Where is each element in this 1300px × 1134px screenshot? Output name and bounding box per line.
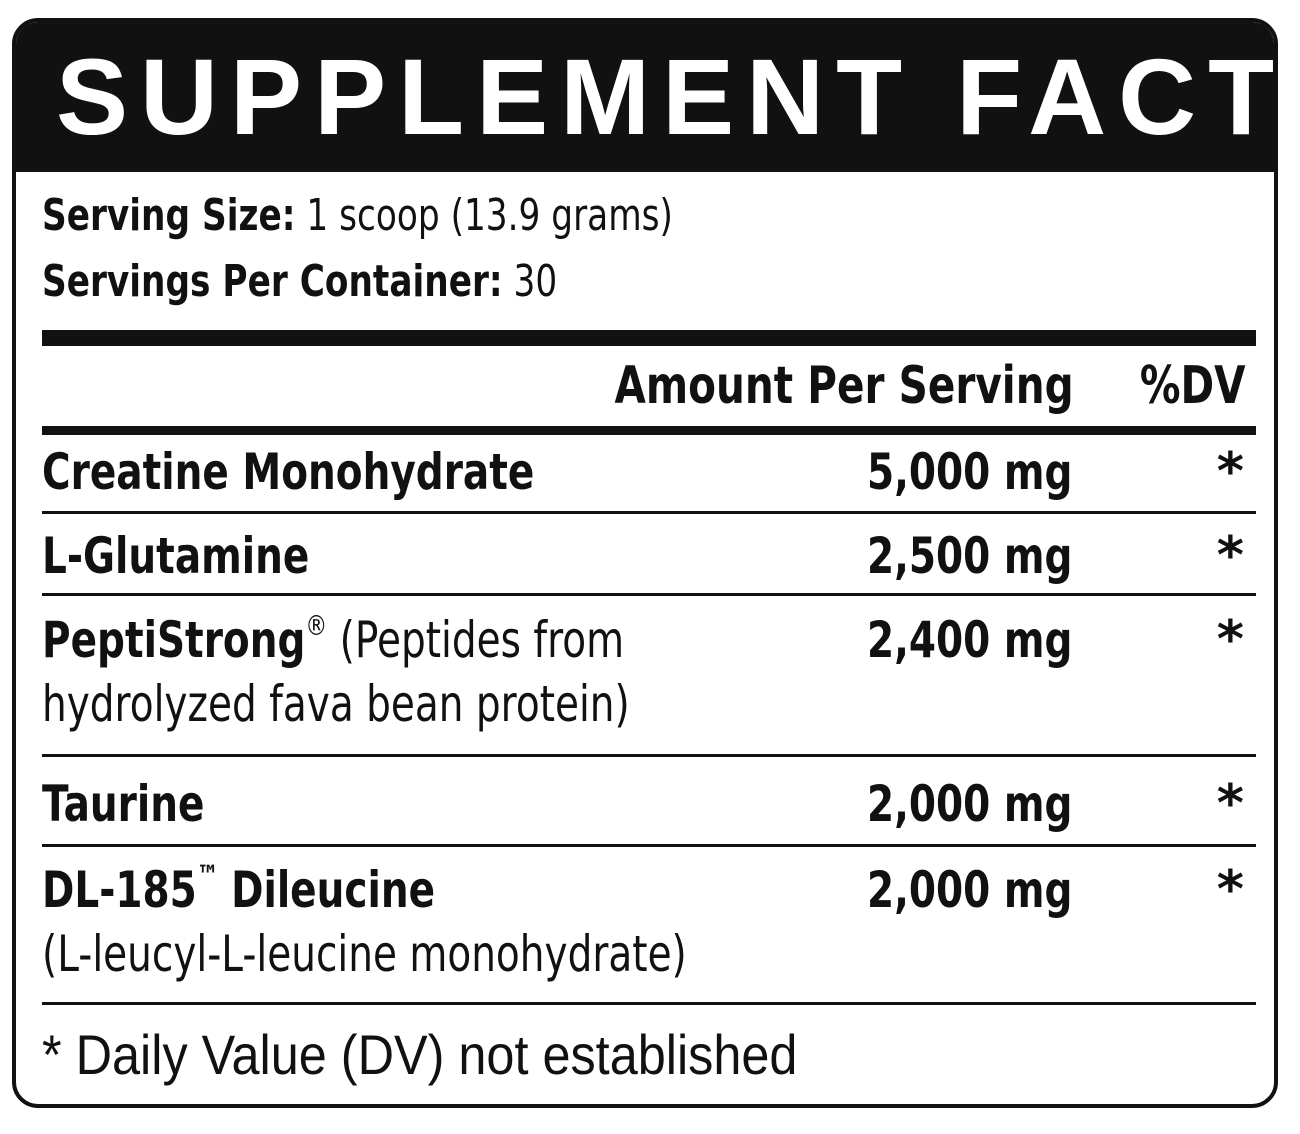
ingredient-dv-taurine: * [1216,774,1244,834]
thick-divider-top [42,330,1256,346]
registered-mark: ® [305,609,328,642]
ingredient-amount-taurine: 2,000 mg [866,775,1072,833]
daily-value-footnote: * Daily Value (DV) not established [42,1023,798,1086]
row-divider [42,511,1256,514]
trademark-mark: ™ [196,859,219,892]
row-divider [42,844,1256,847]
ingredient-name-dl-185-dileucine: DL-185™ Dileucine (L-leucyl-L-leucine mo… [42,859,687,983]
row-divider [42,754,1256,757]
ingredient-dv-l-glutamine: * [1216,526,1244,586]
ingredient-name-l-glutamine: L-Glutamine [42,527,310,585]
daily-value-header: %DV [1140,356,1246,416]
ingredient-amount-l-glutamine: 2,500 mg [866,527,1072,585]
serving-size-value: 1 scoop (13.9 grams) [306,190,673,241]
serving-size-line: Serving Size: 1 scoop (13.9 grams) [42,190,673,241]
row-divider [42,593,1256,596]
supplement-facts-title: SUPPLEMENT FACTS [16,22,1274,172]
ingredient-name-taurine: Taurine [42,775,205,833]
ingredient-name-peptistrong: PeptiStrong® (Peptides from hydrolyzed f… [42,609,630,733]
ingredient-name-creatine: Creatine Monohydrate [42,443,535,501]
header-divider [42,426,1256,435]
ingredient-dv-peptistrong: * [1216,610,1244,670]
supplement-facts-panel: SUPPLEMENT FACTS Serving Size: 1 scoop (… [12,18,1278,1108]
ingredient-amount-creatine: 5,000 mg [866,443,1072,501]
ingredient-amount-peptistrong: 2,400 mg [866,611,1072,669]
row-divider [42,1002,1256,1005]
servings-per-container-label: Servings Per Container: [42,256,503,307]
servings-per-container-value: 30 [513,256,558,307]
amount-per-serving-header: Amount Per Serving [614,356,1074,416]
ingredient-dv-dl-185: * [1216,860,1244,920]
ingredient-amount-dl-185: 2,000 mg [866,861,1072,919]
servings-per-container-line: Servings Per Container: 30 [42,256,557,307]
serving-size-label: Serving Size: [42,190,296,241]
ingredient-dv-creatine: * [1216,442,1244,502]
